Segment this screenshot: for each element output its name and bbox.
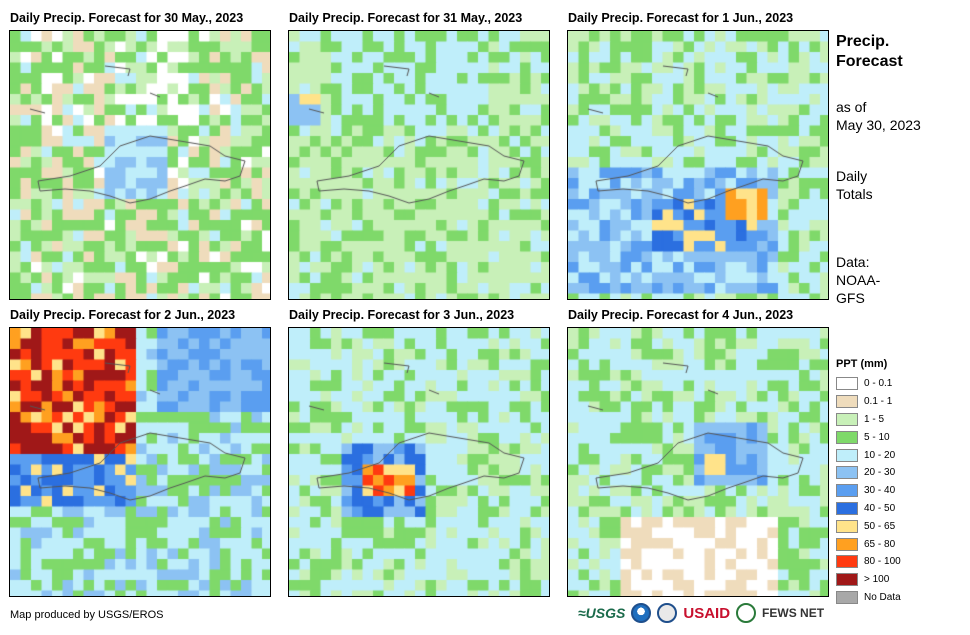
legend-rows: 0 - 0.1 0.1 - 1 1 - 5 5 - 10 10 - 20 20 - 30 3… [836,375,901,606]
agency-logos: ≈USGS USAID FEWS NET [578,603,824,623]
panel-title-6: Daily Precip. Forecast for 4 Jun., 2023 [568,308,794,322]
legend-swatch [836,573,858,587]
map-credit: Map produced by USGS/EROS [10,609,164,621]
legend-item: 50 - 65 [836,517,901,535]
legend-label: 65 - 80 [864,538,896,550]
noaa-logo-icon [631,603,652,623]
legend-label: 50 - 65 [864,520,896,532]
as-of-text: as of May 30, 2023 [836,98,921,134]
legend-item: 65 - 80 [836,535,901,553]
forecast-map-1 [9,30,271,300]
fews-net-globe-icon [736,603,757,623]
forecast-map-2 [288,30,550,300]
legend-item: 5 - 10 [836,428,901,446]
as-of-date: May 30, 2023 [836,117,921,133]
legend-swatch [836,448,858,462]
data-line1: Data: [836,254,870,270]
legend-item: 0 - 0.1 [836,375,901,393]
legend-item: > 100 [836,571,901,589]
usaid-logo: USAID [683,604,731,622]
panel-title-2: Daily Precip. Forecast for 31 May., 2023 [289,11,523,25]
legend-swatch [836,466,858,480]
as-of-line1: as of [836,99,867,115]
legend-swatch [836,501,858,515]
legend-swatch [836,395,858,409]
side-title-line2: Forecast [836,53,903,70]
forecast-map-6 [567,327,829,597]
legend-item: 0.1 - 1 [836,393,901,411]
legend-label: 5 - 10 [864,431,890,443]
legend-swatch [836,412,858,426]
data-line2: NOAA- [836,272,881,288]
legend-item: 1 - 5 [836,411,901,429]
totals-line1: Daily [836,168,868,184]
legend-label: > 100 [864,574,890,586]
legend-item: 20 - 30 [836,464,901,482]
legend-item: 40 - 50 [836,500,901,518]
legend-label: 1 - 5 [864,413,885,425]
legend-label: 30 - 40 [864,485,896,497]
usgs-logo: ≈USGS [578,605,626,621]
precip-grid-1 [10,31,270,299]
precip-grid-5 [289,328,549,596]
legend-item: 80 - 100 [836,553,901,571]
panel-title-5: Daily Precip. Forecast for 3 Jun., 2023 [289,308,515,322]
precip-grid-6 [568,328,828,596]
totals-text: Daily Totals [836,167,873,203]
legend-label: 10 - 20 [864,449,896,461]
legend-swatch [836,519,858,533]
side-title-line1: Precip. [836,33,890,50]
totals-line2: Totals [836,186,873,202]
legend-label: 0.1 - 1 [864,396,893,408]
legend-item: 10 - 20 [836,446,901,464]
fews-net-logo: FEWS NET [762,606,825,620]
legend-label: 40 - 50 [864,502,896,514]
forecast-map-3 [567,30,829,300]
legend-swatch [836,484,858,498]
legend-swatch [836,430,858,444]
precip-grid-4 [10,328,270,596]
legend-label: 0 - 0.1 [864,378,893,390]
data-line3: GFS [836,290,865,306]
legend-swatch [836,537,858,551]
doi-seal-icon [657,603,678,623]
precip-grid-2 [289,31,549,299]
panel-title-3: Daily Precip. Forecast for 1 Jun., 2023 [568,11,794,25]
precip-grid-3 [568,31,828,299]
panel-title-1: Daily Precip. Forecast for 30 May., 2023 [10,11,244,25]
side-title: Precip. Forecast [836,32,903,72]
legend: PPT (mm) 0 - 0.1 0.1 - 1 1 - 5 5 - 10 10 - 2… [836,358,901,606]
legend-label: 80 - 100 [864,556,901,568]
legend-title: PPT (mm) [836,358,888,370]
data-source-text: Data: NOAA- GFS [836,253,880,307]
legend-item: 30 - 40 [836,482,901,500]
legend-label: 20 - 30 [864,467,896,479]
legend-swatch [836,590,858,604]
legend-swatch [836,377,858,391]
panel-title-4: Daily Precip. Forecast for 2 Jun., 2023 [10,308,236,322]
legend-swatch [836,555,858,569]
legend-item: No Data [836,589,901,607]
forecast-map-4 [9,327,271,597]
forecast-map-5 [288,327,550,597]
legend-label: No Data [864,591,901,603]
